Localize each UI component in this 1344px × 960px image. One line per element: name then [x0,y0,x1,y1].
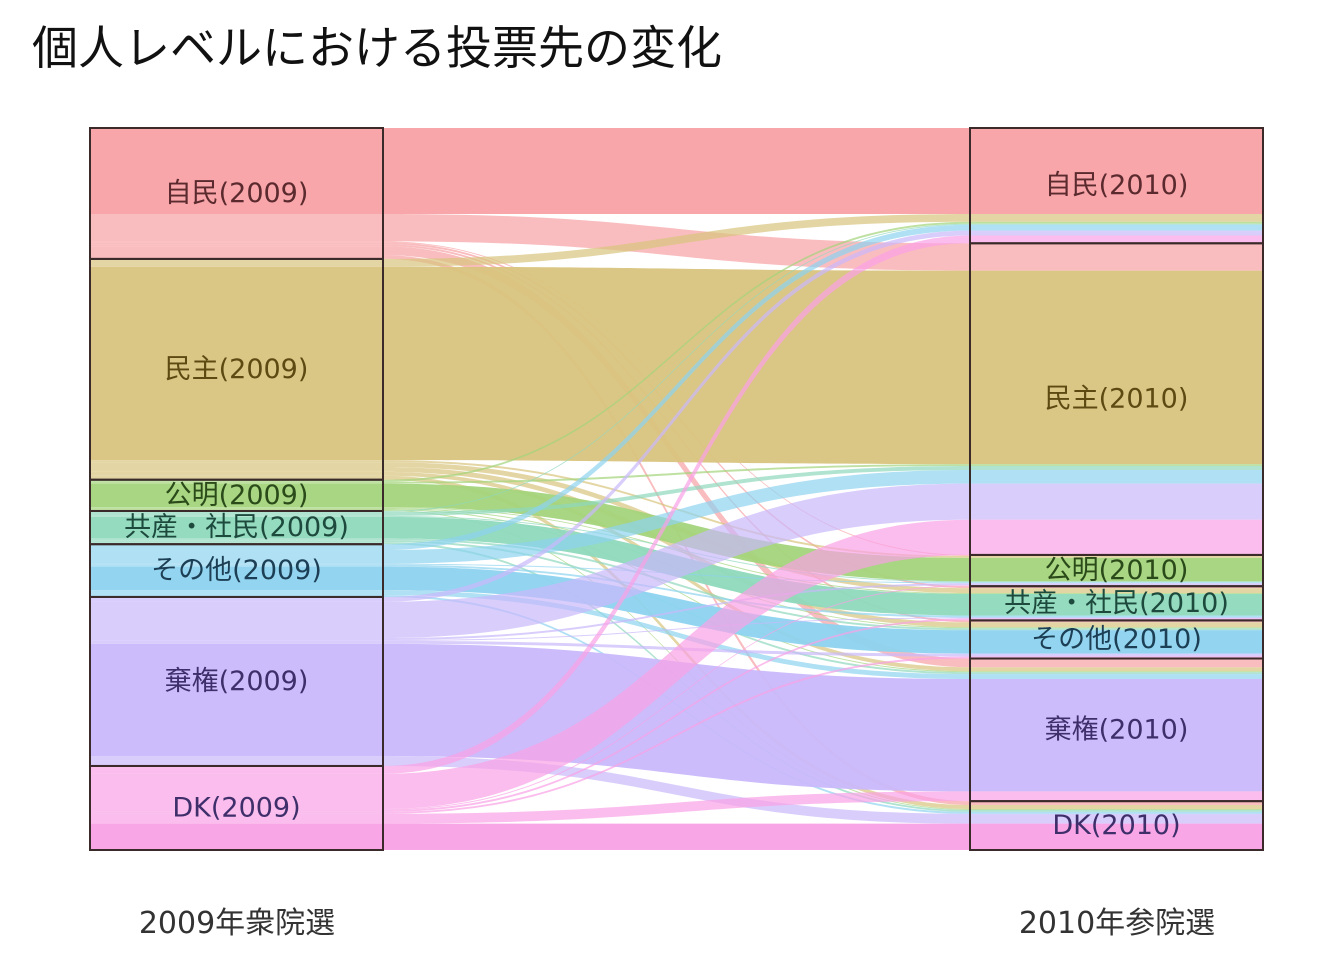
flow-その他-to-棄権 [90,590,1263,680]
flow-共産・社民-to-自民 [90,223,1263,512]
chart-title: 個人レベルにおける投票先の変化 [32,21,722,75]
target-node-label: 民主(2010) [1045,384,1189,415]
target-node-label: その他(2010) [1031,624,1202,655]
flow-棄権-to-DK [90,756,1263,824]
flow-公明-to-公明 [90,483,1263,582]
source-node-DK [89,764,384,851]
target-node-label: 共産・社民(2010) [1004,588,1229,619]
flow-DK-to-民主 [90,519,1263,809]
target-node-label: 自民(2010) [1045,170,1189,201]
target-node-label: 公明(2010) [1045,555,1189,586]
source-node-label: 棄権(2009) [165,666,309,697]
flow-民主-to-自民 [90,213,1263,267]
source-node-label: DK(2009) [172,792,300,823]
flow-棄権-to-自民 [90,230,1263,602]
flow-棄権-to-民主 [90,483,1263,638]
flow-DK-to-自民 [90,235,1263,774]
flow-共産・社民-to-民主 [90,466,1263,516]
source-node-label: 共産・社民(2009) [124,512,349,543]
flow-DK-to-共産・社民 [90,618,1263,812]
target-node-label: 棄権(2010) [1045,714,1189,745]
left-axis-label: 2009年衆院選 [138,906,336,941]
flow-民主-to-公明 [90,460,1263,558]
flow-その他-to-自民 [90,224,1263,551]
flow-棄権-to-公明 [90,583,1263,640]
flow-民主-to-DK [90,475,1263,809]
source-node-label: 民主(2009) [165,354,309,385]
source-node-label: その他(2009) [151,555,322,586]
flow-その他-to-民主 [90,469,1263,564]
source-node-label: 公明(2009) [165,480,309,511]
source-node-label: 自民(2009) [165,178,309,209]
flow-DK-to-公明 [90,585,1263,810]
right-axis-label: 2010年参院選 [1018,906,1216,941]
flow-DK-to-その他 [90,656,1263,814]
flow-棄権-to-共産・社民 [90,617,1263,641]
flow-公明-to-民主 [90,464,1263,484]
flow-共産・社民-to-その他 [90,538,1263,631]
flow-その他-to-共産・社民 [90,564,1263,618]
target-node-DK [969,800,1264,852]
flow-公明-to-自民 [90,221,1263,482]
target-node-label: DK(2010) [1052,810,1180,841]
